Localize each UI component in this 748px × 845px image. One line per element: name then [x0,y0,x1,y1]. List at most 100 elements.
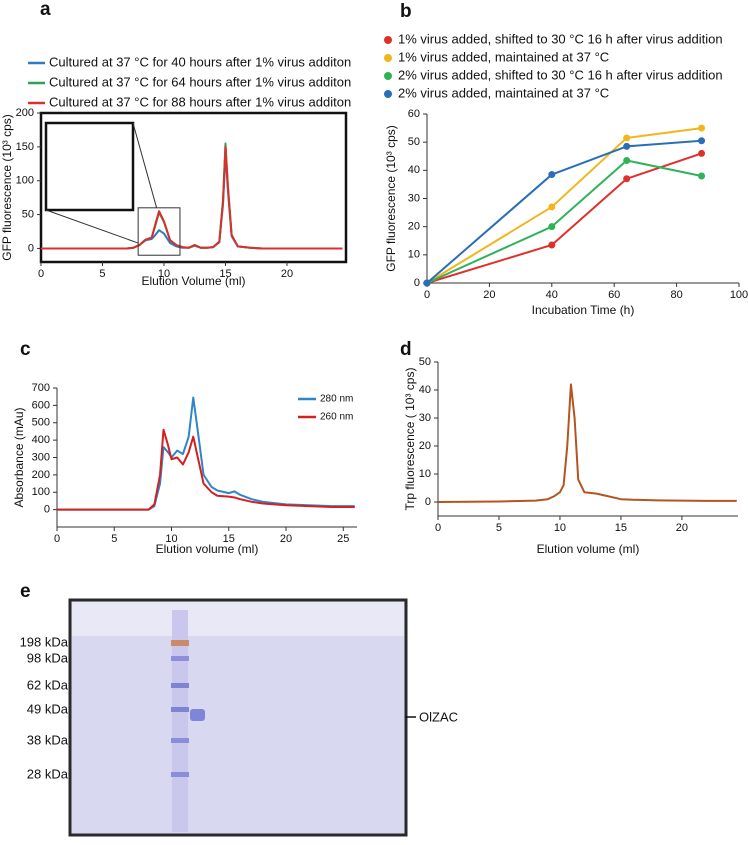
y-tick-label: 30 [408,192,420,204]
data-point [423,279,431,287]
y-tick-label: 200 [16,107,34,119]
legend-swatch [384,72,392,80]
data-point [623,142,631,150]
x-tick-label: 0 [435,522,441,534]
y-tick-label: 0 [425,496,431,508]
y-axis-label: Absorbance (mAu) [12,407,26,507]
zoom-connector [45,209,139,244]
data-line [437,383,737,503]
legend-label: 2% virus added, shifted to 30 °C 16 h af… [398,67,723,82]
gel-well-area [72,602,404,636]
ladder-band [171,656,189,661]
gel-image [68,598,408,837]
panel-letter: e [20,581,31,602]
legend-label: 1% virus added, maintained at 37 °C [398,49,609,64]
y-tick-label: 40 [419,384,431,396]
x-tick-label: 10 [554,522,566,534]
x-tick-label: 0 [38,268,44,280]
data-line [426,127,702,284]
band-label: OlZAC [419,709,458,724]
legend-label: 2% virus added, maintained at 37 °C [398,85,609,100]
x-tick-label: 20 [676,522,688,534]
data-line [426,152,702,284]
y-tick-label: 100 [16,175,34,187]
x-tick-label: 10 [165,533,177,545]
ladder-band [171,683,189,688]
data-point [623,175,631,183]
y-tick-label: 50 [419,356,431,368]
x-tick-label: 20 [281,268,293,280]
legend-label: 1% virus added, shifted to 30 °C 16 h af… [398,31,723,46]
marker-label: 98 kDa [27,650,69,665]
y-tick-label: 500 [32,417,50,429]
ladder-band [171,707,189,712]
legend-swatch [384,36,392,44]
legend-label: Cultured at 37 °C for 64 hours after 1% … [49,74,351,89]
ladder-band [171,738,189,743]
x-tick-label: 10 [158,268,170,280]
y-tick-label: 50 [408,136,420,148]
legend-swatch [384,90,392,98]
data-line [426,139,702,284]
data-point [698,137,706,145]
marker-label: 49 kDa [27,701,69,716]
y-tick-label: 40 [408,164,420,176]
x-tick-label: 20 [280,533,292,545]
legend-swatch [384,54,392,62]
y-tick-label: 20 [408,221,420,233]
x-tick-label: 0 [54,533,60,545]
ladder-band [171,772,189,777]
marker-label: 62 kDa [27,677,69,692]
y-tick-label: 400 [32,434,50,446]
panel-letter: d [400,339,412,360]
y-tick-label: 10 [408,249,420,261]
y-axis-label: GFP fluorescence (10³ cps) [0,114,14,261]
y-tick-label: 150 [16,141,34,153]
ladder-band [171,640,189,646]
y-tick-label: 200 [32,469,50,481]
x-tick-label: 80 [670,289,682,301]
data-line [426,159,702,284]
marker-label: 28 kDa [27,766,69,781]
panel-letter: c [20,339,31,360]
inset-frame [44,121,135,212]
y-tick-label: 0 [44,504,50,516]
y-axis-label: Trp fluorescence ( 10³ cps) [403,368,417,511]
data-point [698,124,706,132]
x-axis-label: Elution Volume (ml) [141,274,245,288]
data-point [548,203,556,211]
y-tick-label: 60 [408,108,420,120]
x-axis-label: Elution volume (ml) [537,542,640,556]
x-tick-label: 5 [496,522,502,534]
data-point [548,171,556,179]
x-tick-label: 100 [730,289,748,301]
legend-label: Cultured at 37 °C for 40 hours after 1% … [49,54,351,69]
x-axis-label: Incubation Time (h) [532,303,635,317]
y-tick-label: 700 [32,382,50,394]
y-tick-label: 50 [22,208,34,220]
marker-label: 198 kDa [20,634,69,649]
gel [68,598,416,837]
data-line [41,145,343,250]
panel-letter: a [40,0,51,20]
x-tick-label: 60 [608,289,620,301]
marker-label: 38 kDa [27,732,69,747]
x-tick-label: 20 [483,289,495,301]
y-tick-label: 0 [28,242,34,254]
panel-letter: b [400,1,412,22]
data-point [698,149,706,157]
x-tick-label: 5 [111,533,117,545]
data-point [623,134,631,142]
y-tick-label: 100 [32,486,50,498]
x-tick-label: 0 [424,289,430,301]
zoom-box [137,207,181,256]
data-point [548,223,556,231]
y-tick-label: 300 [32,451,50,463]
x-tick-label: 40 [546,289,558,301]
x-axis-label: Elution volume (ml) [156,542,259,556]
y-tick-label: 0 [414,277,420,289]
panel-a-inset [44,121,135,212]
x-tick-label: 15 [615,522,627,534]
